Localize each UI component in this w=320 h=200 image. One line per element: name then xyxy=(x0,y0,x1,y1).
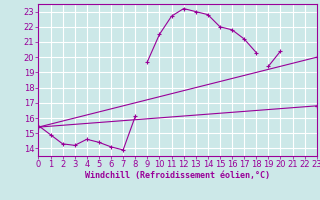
X-axis label: Windchill (Refroidissement éolien,°C): Windchill (Refroidissement éolien,°C) xyxy=(85,171,270,180)
